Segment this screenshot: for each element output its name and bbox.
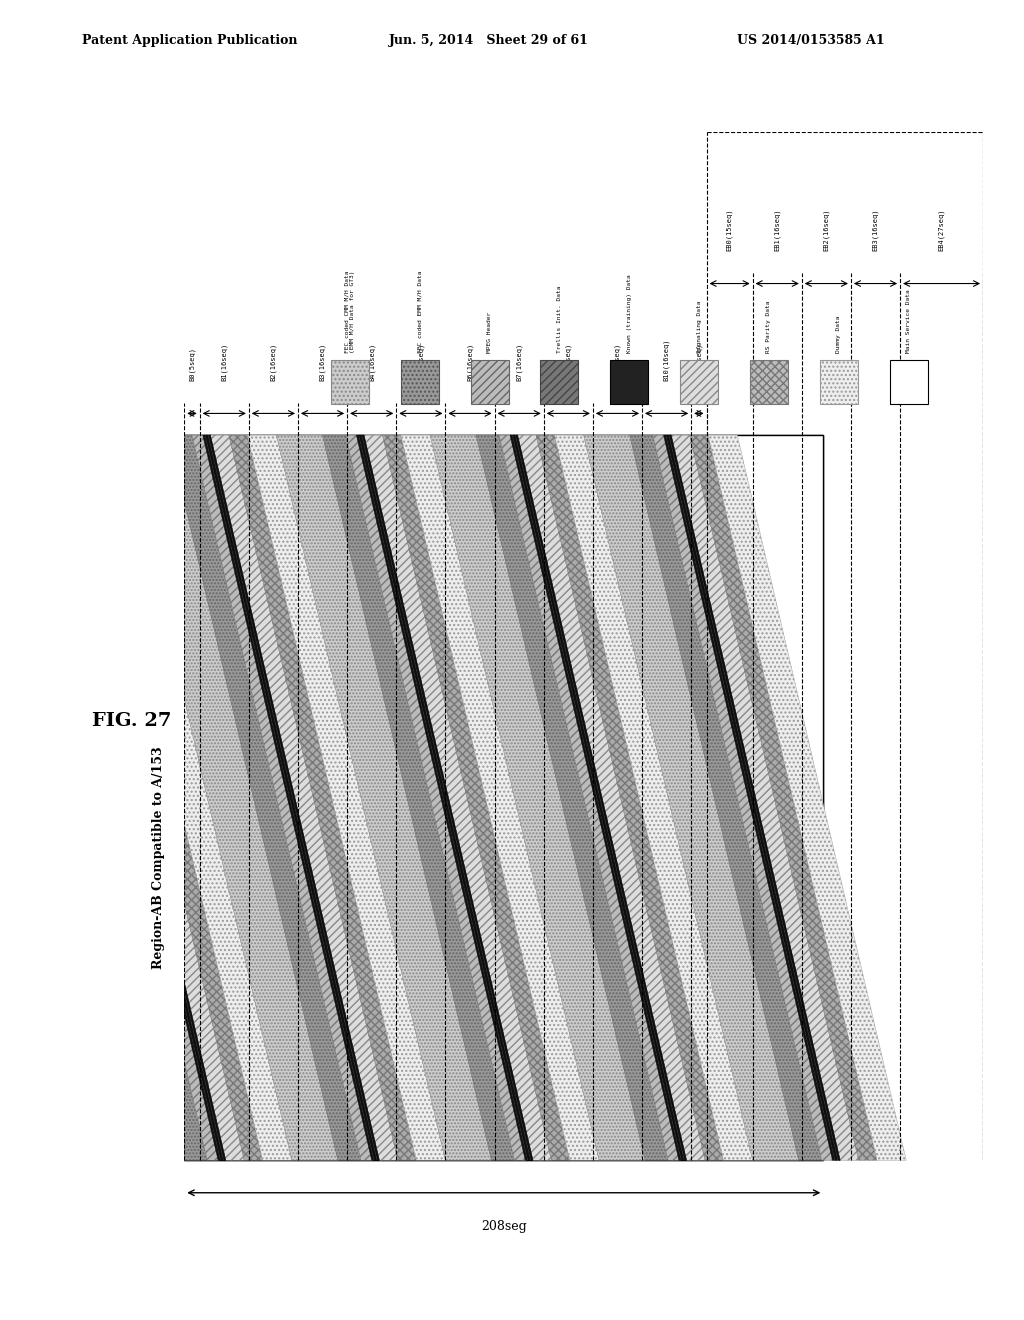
Polygon shape (346, 436, 526, 1160)
Bar (184, 436, 823, 1160)
Polygon shape (52, 436, 223, 1160)
Polygon shape (229, 436, 416, 1160)
Polygon shape (123, 436, 338, 1160)
Text: EB4(27seq): EB4(27seq) (938, 209, 945, 251)
Polygon shape (94, 436, 292, 1160)
Polygon shape (584, 436, 799, 1160)
Polygon shape (513, 436, 684, 1160)
Polygon shape (359, 436, 530, 1160)
Text: B4(16seq): B4(16seq) (369, 343, 375, 381)
Text: B3(16seq): B3(16seq) (319, 343, 326, 381)
Text: Dummy Data: Dummy Data (837, 315, 842, 352)
Text: FEC coded CMM M/H Data
(EMM M/H Data for GT3): FEC coded CMM M/H Data (EMM M/H Data for… (344, 271, 355, 352)
Text: Main Service Data: Main Service Data (906, 289, 911, 352)
Text: EB2(16seq): EB2(16seq) (823, 209, 829, 251)
Polygon shape (516, 436, 686, 1160)
Text: EB1(16seq): EB1(16seq) (774, 209, 780, 251)
Polygon shape (276, 436, 492, 1160)
Text: RS Parity Data: RS Parity Data (766, 300, 771, 352)
Polygon shape (169, 436, 361, 1160)
Polygon shape (383, 436, 569, 1160)
Bar (819, 360, 858, 404)
Text: FEC coded EMM M/H Data: FEC coded EMM M/H Data (417, 271, 422, 352)
Text: US 2014/0153585 A1: US 2014/0153585 A1 (737, 33, 885, 46)
Text: B7(16seq): B7(16seq) (516, 343, 522, 381)
Polygon shape (203, 436, 373, 1160)
Text: B0(5seq): B0(5seq) (188, 347, 196, 381)
Text: Patent Application Publication: Patent Application Publication (82, 33, 297, 46)
Polygon shape (15, 436, 207, 1160)
Polygon shape (362, 436, 532, 1160)
Polygon shape (206, 436, 377, 1160)
Bar (541, 360, 579, 404)
Text: B1(16seq): B1(16seq) (221, 343, 227, 381)
Polygon shape (323, 436, 514, 1160)
Bar (610, 360, 648, 404)
Text: Signaling Data: Signaling Data (696, 300, 701, 352)
Polygon shape (50, 436, 225, 1160)
Text: B5(16seq): B5(16seq) (418, 343, 424, 381)
Text: Region-AB Compatible to A/153: Region-AB Compatible to A/153 (153, 747, 165, 969)
Polygon shape (76, 436, 262, 1160)
Polygon shape (356, 436, 526, 1160)
Polygon shape (670, 436, 840, 1160)
Text: B8(16seq): B8(16seq) (565, 343, 571, 381)
Polygon shape (0, 436, 184, 1160)
Text: EB0(15seq): EB0(15seq) (726, 209, 733, 251)
Bar (400, 360, 438, 404)
Polygon shape (512, 436, 686, 1160)
Polygon shape (358, 436, 532, 1160)
Text: EB3(16seq): EB3(16seq) (872, 209, 879, 251)
Bar (184, 436, 823, 1160)
Polygon shape (555, 436, 753, 1160)
Polygon shape (537, 436, 723, 1160)
Polygon shape (211, 436, 397, 1160)
Text: B6(16seq): B6(16seq) (467, 343, 473, 381)
Polygon shape (653, 436, 834, 1160)
Polygon shape (630, 436, 821, 1160)
Text: B11(5seq): B11(5seq) (695, 343, 702, 381)
Text: B9(16seq): B9(16seq) (614, 343, 621, 381)
Bar (331, 360, 369, 404)
Text: B2(16seq): B2(16seq) (270, 343, 276, 381)
Bar (680, 360, 718, 404)
Polygon shape (664, 436, 834, 1160)
Polygon shape (430, 436, 645, 1160)
Polygon shape (365, 436, 551, 1160)
Bar (471, 360, 509, 404)
Text: Known (training) Data: Known (training) Data (627, 275, 632, 352)
Polygon shape (666, 436, 840, 1160)
Polygon shape (56, 436, 244, 1160)
Polygon shape (248, 436, 445, 1160)
Polygon shape (55, 436, 225, 1160)
Polygon shape (193, 436, 373, 1160)
Polygon shape (400, 436, 599, 1160)
Polygon shape (709, 436, 906, 1160)
Text: FIG. 27: FIG. 27 (92, 711, 172, 730)
Polygon shape (204, 436, 379, 1160)
Text: B10(16seq): B10(16seq) (664, 338, 670, 381)
Polygon shape (500, 436, 680, 1160)
Polygon shape (672, 436, 858, 1160)
Text: MPEG Header: MPEG Header (487, 312, 493, 352)
Polygon shape (510, 436, 680, 1160)
Polygon shape (49, 436, 219, 1160)
Bar (750, 360, 788, 404)
Polygon shape (476, 436, 669, 1160)
Text: Trellis Init. Data: Trellis Init. Data (557, 285, 562, 352)
Polygon shape (518, 436, 706, 1160)
Polygon shape (667, 436, 838, 1160)
Polygon shape (38, 436, 219, 1160)
Text: Jun. 5, 2014   Sheet 29 of 61: Jun. 5, 2014 Sheet 29 of 61 (389, 33, 589, 46)
Text: 208seg: 208seg (481, 1220, 526, 1233)
Polygon shape (690, 436, 877, 1160)
Bar (890, 360, 928, 404)
Polygon shape (209, 436, 379, 1160)
